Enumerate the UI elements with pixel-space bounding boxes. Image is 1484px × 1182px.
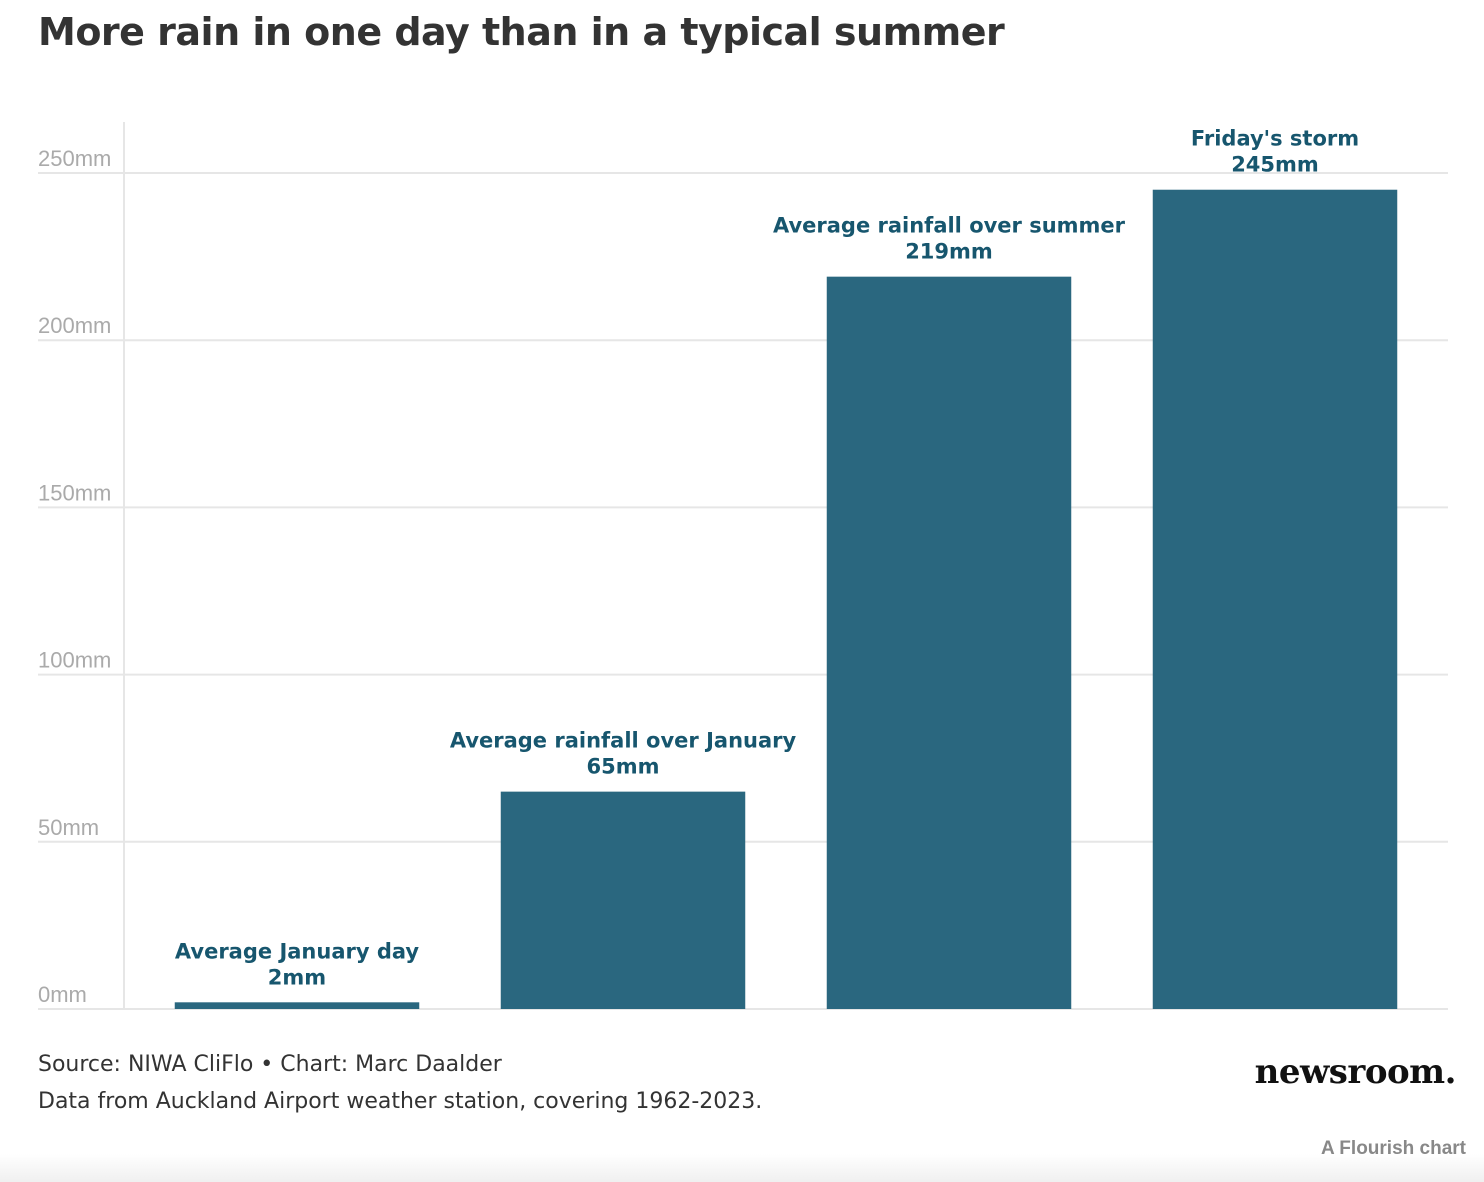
bar-category-label: Friday's storm [1191, 127, 1359, 151]
newsroom-logo: newsroom. [1254, 1052, 1457, 1092]
bar-value-label: 2mm [268, 965, 326, 989]
bar-value-label: 65mm [587, 755, 660, 779]
bar [174, 1002, 420, 1009]
bar-value-label: 219mm [905, 240, 993, 264]
bar-chart: 0mm 50mm 100mm 150mm 200mm 250mm Average Janu… [38, 122, 1448, 1010]
y-tick-label: 100mm [38, 648, 111, 673]
y-tick-label: 250mm [38, 146, 111, 171]
y-tick-label: 0mm [38, 982, 87, 1007]
flourish-credit-link[interactable]: A Flourish chart [1321, 1138, 1466, 1159]
bars [174, 189, 1398, 1010]
chart-footer: Source: NIWA CliFlo • Chart: Marc Daalde… [38, 1046, 762, 1120]
bar [1152, 189, 1398, 1010]
bar-value-label: 245mm [1231, 153, 1319, 177]
bottom-shade [0, 1154, 1484, 1182]
bar [826, 276, 1072, 1009]
bar [500, 791, 746, 1009]
bar-category-label: Average rainfall over summer [773, 214, 1126, 238]
y-tick-label: 50mm [38, 815, 99, 840]
y-tick-label: 200mm [38, 313, 111, 338]
bar-category-label: Average rainfall over January [450, 729, 797, 753]
bar-category-label: Average January day [175, 939, 420, 963]
data-note: Data from Auckland Airport weather stati… [38, 1089, 763, 1114]
y-tick-label: 150mm [38, 480, 111, 505]
chart-title: More rain in one day than in a typical s… [38, 10, 1005, 54]
source-line: Source: NIWA CliFlo • Chart: Marc Daalde… [38, 1052, 502, 1077]
